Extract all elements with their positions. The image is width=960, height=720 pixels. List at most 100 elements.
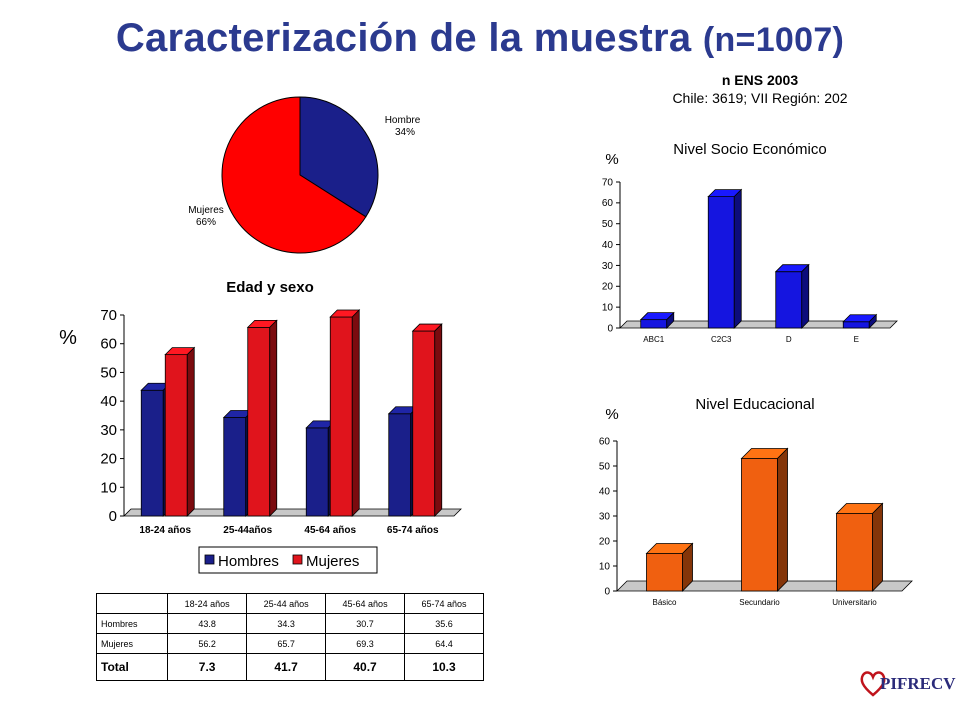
bar-3-side (868, 313, 877, 329)
y-tick-label: 60 (602, 198, 614, 209)
table-cell: 30.7 (325, 613, 406, 634)
y-tick-label: 50 (602, 219, 614, 230)
bar-3 (842, 313, 878, 329)
bar-mujeres-front (412, 330, 436, 517)
bar-hombres-front (140, 389, 164, 517)
chart-title: Edad y sexo (226, 279, 314, 296)
bar-hombres-front (305, 427, 329, 517)
table-total-row: Total 7.3 41.7 40.7 10.3 (95, 653, 484, 681)
bar-mujeres (329, 309, 361, 517)
bar-mujeres (246, 319, 278, 517)
pie-slice-mujeres (221, 96, 367, 254)
y-tick-label: 50 (100, 364, 117, 381)
y-tick-label: 20 (100, 451, 117, 468)
x-tick-label: 45-64 años (304, 525, 356, 536)
bar-mujeres-side (269, 319, 278, 517)
age-sex-bar-chart: Edad y sexo% 0 10 20 30 40 50 60 70 18-24 años 25-… (59, 279, 462, 574)
bar-0 (639, 311, 675, 329)
heart-logo-icon (860, 671, 886, 697)
table-header-cell: 45-64 años (325, 593, 406, 614)
bar-1-side (777, 447, 788, 592)
y-tick-label: 70 (602, 177, 614, 188)
table-cell: 40.7 (325, 653, 406, 681)
y-tick-label: 10 (602, 302, 614, 313)
ens-note: n ENS 2003 Chile: 3619; VII Región: 202 (600, 71, 920, 107)
y-axis-label: % (59, 327, 77, 349)
ens-note-title: n ENS 2003 (721, 72, 799, 88)
legend-label-mujeres: Mujeres (306, 553, 359, 570)
bar-hombres-front (388, 413, 412, 517)
bar-mujeres-front (329, 316, 353, 517)
y-tick-label: 70 (100, 307, 117, 324)
table-row: Mujeres 56.2 65.7 69.3 64.4 (95, 633, 484, 654)
bar-1-side (733, 188, 742, 329)
y-tick-label: 50 (599, 461, 611, 472)
chart-legend: Hombres Mujeres (198, 546, 378, 574)
table-cell: 41.7 (246, 653, 327, 681)
table-cell: 64.4 (404, 633, 484, 654)
bar-0-side (682, 542, 693, 592)
table-cell: 56.2 (167, 633, 248, 654)
table-cell: Total (95, 653, 169, 681)
table-cell: 65.7 (246, 633, 327, 654)
bar-1 (707, 188, 743, 329)
bar-0-front (646, 553, 683, 592)
page-title: Caracterización de la muestra (n=1007) (0, 16, 960, 61)
x-tick-label: Básico (652, 598, 677, 607)
data-table: 18-24 años 25-44 años 45-64 años 65-74 a… (95, 593, 484, 681)
ens-note-detail: Chile: 3619; VII Región: 202 (672, 90, 848, 106)
nse-bar-chart: Nivel Socio Económico% 0 10 20 30 40 50 60 70 ABC… (602, 141, 898, 344)
bar-mujeres-front (164, 354, 188, 517)
legend-swatch-hombres (204, 554, 215, 565)
bar-0 (645, 542, 694, 592)
table-row: Hombres 43.8 34.3 30.7 35.6 (95, 613, 484, 634)
x-tick-label: 25-44años (223, 525, 272, 536)
y-tick-label: 30 (100, 422, 117, 439)
table-cell: Mujeres (95, 633, 169, 654)
y-axis-label: % (605, 406, 618, 423)
x-tick-label: C2C3 (711, 335, 732, 344)
table-cell: 7.3 (167, 653, 248, 681)
x-tick-label: 65-74 años (387, 525, 439, 536)
y-tick-label: 40 (602, 240, 614, 251)
y-tick-label: 10 (599, 561, 611, 572)
y-tick-label: 0 (604, 586, 610, 597)
pie-label-value: 66% (196, 217, 216, 228)
table-cell: 34.3 (246, 613, 327, 634)
x-tick-label: Secundario (739, 598, 780, 607)
bar-0-front (640, 319, 668, 329)
bar-mujeres-front (247, 326, 271, 517)
bar-1-front (741, 458, 778, 592)
pifrecv-logo: PIFRECV (858, 668, 956, 698)
legend-label-hombres: Hombres (218, 553, 279, 570)
y-tick-label: 10 (100, 479, 117, 496)
bar-mujeres-side (434, 323, 443, 517)
pie-label-value: 34% (395, 127, 415, 138)
x-tick-label: D (786, 335, 792, 344)
y-tick-label: 30 (602, 261, 614, 272)
pie-label-mujeres: Mujeres 66% (188, 205, 224, 228)
x-tick-label: Universitario (832, 598, 877, 607)
bar-mujeres-side (186, 346, 195, 517)
title-n: (n=1007) (702, 21, 845, 59)
y-tick-label: 30 (599, 511, 611, 522)
table-cell: 69.3 (325, 633, 406, 654)
chart-title: Nivel Educacional (695, 396, 814, 413)
pie-label-name: Hombres (385, 115, 420, 126)
bar-mujeres (164, 346, 196, 517)
y-tick-label: 40 (100, 393, 117, 410)
pie-label-hombres: Hombres34% (385, 115, 420, 138)
table-cell: 10.3 (404, 653, 484, 681)
table-cell: 43.8 (167, 613, 248, 634)
table-cell: 35.6 (404, 613, 484, 634)
education-bar-chart: Nivel Educacional% 0 10 20 30 40 50 60 Básico Sec… (599, 396, 913, 607)
bar-mujeres-side (351, 309, 360, 517)
y-tick-label: 20 (599, 536, 611, 547)
bar-2 (774, 263, 810, 329)
y-tick-label: 60 (100, 336, 117, 353)
table-header-cell: 65-74 años (404, 593, 484, 614)
bar-1-front (707, 196, 735, 329)
y-tick-label: 60 (599, 436, 611, 447)
legend-box (198, 546, 378, 574)
